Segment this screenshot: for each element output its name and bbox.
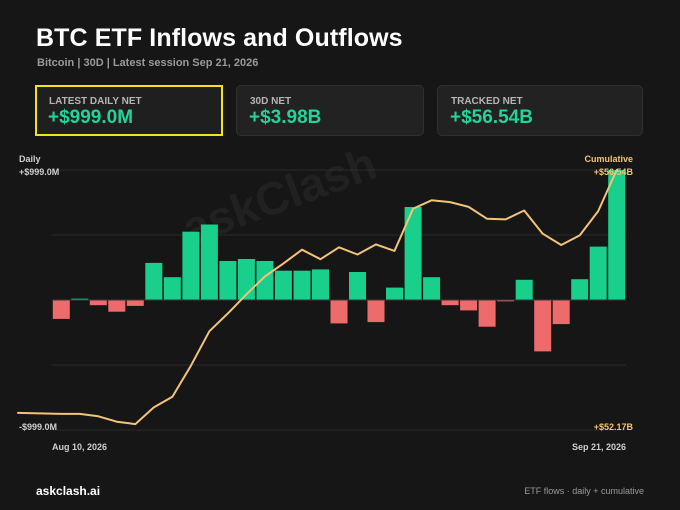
outflow-bar	[441, 300, 459, 306]
left-axis-bottom-tick: -$999.0M	[19, 422, 57, 432]
outflow-bar	[367, 300, 385, 323]
inflow-bar	[182, 231, 200, 300]
inflow-bar	[515, 279, 533, 300]
stat-card-tracked-net: TRACKED NET +$56.54B	[437, 85, 643, 136]
cumulative-line	[17, 169, 618, 426]
inflow-bar	[219, 261, 237, 300]
stat-card-label: 30D NET	[250, 96, 292, 107]
inflow-bar	[589, 246, 607, 300]
inflow-bar	[71, 298, 89, 300]
footer-note: ETF flows · daily + cumulative	[524, 486, 644, 496]
outflow-bar	[89, 300, 107, 306]
inflow-bar	[423, 277, 441, 300]
inflow-bar	[145, 262, 163, 300]
stat-card-value: +$3.98B	[249, 107, 322, 128]
inflow-bar	[386, 287, 403, 300]
page-title: BTC ETF Inflows and Outflows	[36, 24, 403, 52]
inflow-bar	[312, 269, 329, 300]
inflow-bar	[274, 270, 292, 300]
x-axis-start-label: Aug 10, 2026	[52, 442, 107, 452]
right-axis-bottom-tick: +$52.17B	[594, 422, 634, 432]
right-axis-label: Cumulative	[584, 154, 633, 164]
right-axis-top-tick: +$56.54B	[594, 167, 634, 177]
inflow-bar	[349, 272, 366, 300]
outflow-bar	[497, 300, 515, 302]
outflow-bar	[126, 300, 144, 306]
left-axis-label: Daily	[19, 154, 41, 164]
stat-card-value: +$56.54B	[450, 107, 533, 128]
outflow-bar	[108, 300, 126, 312]
inflow-bar	[571, 279, 589, 300]
etf-flow-chart: Daily +$999.0M -$999.0M Cumulative +$56.…	[17, 154, 634, 452]
x-axis-end-label: Sep 21, 2026	[572, 442, 626, 452]
page-subtitle: Bitcoin | 30D | Latest session Sep 21, 2…	[37, 57, 259, 69]
outflow-bar	[330, 300, 348, 324]
stat-card-latest-daily-net: LATEST DAILY NET +$999.0M	[35, 85, 223, 136]
inflow-bar	[404, 207, 422, 300]
inflow-bar	[163, 277, 181, 300]
inflow-bar	[200, 224, 218, 300]
outflow-bar	[460, 300, 478, 311]
daily-bars	[52, 170, 626, 352]
outflow-bar	[52, 300, 70, 319]
inflow-bar	[256, 261, 274, 300]
stat-card-label: LATEST DAILY NET	[49, 96, 142, 107]
inflow-bar	[293, 270, 311, 300]
inflow-bar	[608, 170, 626, 300]
stat-card-30d-net: 30D NET +$3.98B	[236, 85, 424, 136]
stat-card-label: TRACKED NET	[451, 96, 523, 107]
outflow-bar	[552, 300, 570, 325]
stat-card-value: +$999.0M	[48, 107, 134, 128]
left-axis-top-tick: +$999.0M	[19, 167, 59, 177]
outflow-bar	[534, 300, 552, 352]
outflow-bar	[478, 300, 496, 327]
brand-label: askclash.ai	[36, 484, 101, 498]
